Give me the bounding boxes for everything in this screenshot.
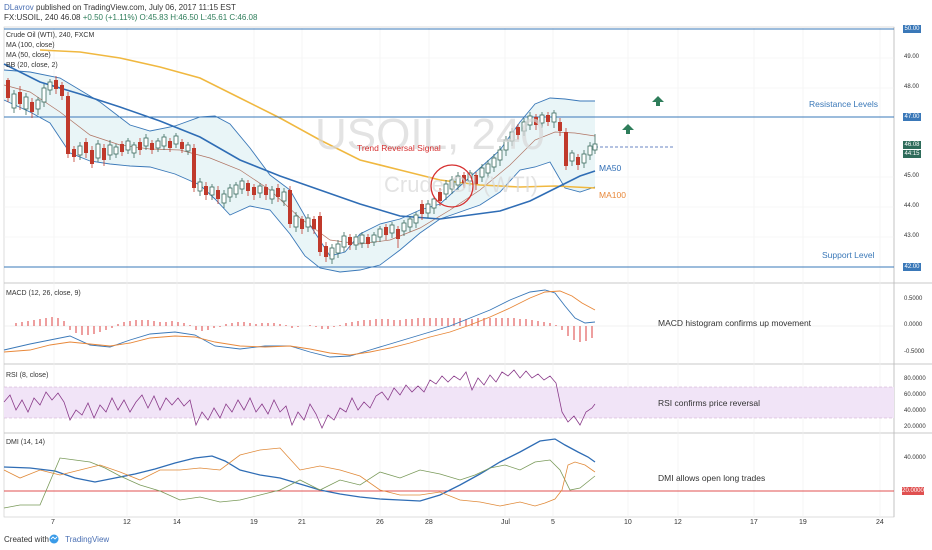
price-tick: 44.00 — [904, 203, 920, 209]
macd-tick: 0.5000 — [904, 296, 923, 302]
watermark-name: Crude Oil (WTI) — [384, 172, 538, 197]
price-tag-top: 50.00 — [903, 25, 921, 33]
tradingview-logo-mark — [50, 536, 58, 540]
legend-ma100[interactable]: MA (100, close) — [6, 42, 55, 49]
macd-tick: -0.5000 — [904, 349, 925, 355]
chart-frame — [3, 26, 895, 518]
up-arrow-icon — [652, 96, 664, 106]
price-tick: 43.00 — [904, 233, 920, 239]
resistance-label: Resistance Levels — [809, 99, 878, 109]
footer-created-with: Created with — [4, 535, 49, 544]
price-tick: 45.00 — [904, 173, 920, 179]
publish-info: DLavrov published on TradingView.com, Ju… — [4, 3, 236, 12]
ma50-line — [3, 63, 596, 220]
x-tick: 19 — [250, 519, 258, 526]
price-change: +0.50 (+1.11%) — [82, 13, 138, 22]
watermark-symbol: USOIL, 240 — [315, 110, 545, 159]
last-price: 46.08 — [60, 13, 81, 22]
x-tick: 5 — [551, 519, 555, 526]
x-tick: 26 — [376, 519, 384, 526]
ma100-label: MA100 — [599, 190, 626, 200]
up-arrow-icon — [622, 124, 634, 134]
x-tick: 7 — [51, 519, 55, 526]
trend-reversal-label: Trend Reversal Signal — [357, 143, 441, 153]
macd-tick: 0.0000 — [904, 322, 923, 328]
rsi-line — [3, 369, 596, 429]
x-tick: Jul — [501, 519, 510, 526]
x-tick: 14 — [173, 519, 181, 526]
dmi-tick: 40.0000 — [904, 455, 926, 461]
symbol-label[interactable]: FX:USOIL, 240 — [4, 13, 59, 22]
x-tick: 12 — [674, 519, 682, 526]
ma50-label: MA50 — [599, 163, 622, 173]
ohlc-values: O:45.83 H:46.50 L:45.61 C:46.08 — [139, 13, 258, 22]
x-tick: 28 — [425, 519, 433, 526]
x-tick: 12 — [123, 519, 131, 526]
x-tick: 24 — [876, 519, 884, 526]
bollinger-lower-band — [3, 99, 596, 273]
tradingview-logo-icon — [49, 534, 59, 544]
candlesticks — [6, 76, 598, 264]
macd-note: MACD histogram confirms up movement — [658, 318, 812, 328]
support-label: Support Level — [822, 250, 875, 260]
price-tag-resistance: 47.00 — [903, 113, 921, 121]
price-tag-current: 46.08 — [903, 141, 921, 149]
publish-text: published on TradingView.com, July 06, 2… — [36, 3, 236, 12]
ma100-line — [39, 49, 596, 189]
rsi-tick: 80.0000 — [904, 376, 926, 382]
reversal-circle — [430, 164, 474, 208]
chart-legend-title: Crude Oil (WTI), 240, FXCM — [6, 32, 95, 39]
x-tick: 10 — [624, 519, 632, 526]
legend-bb[interactable]: BB (20, close, 2) — [6, 62, 58, 69]
rsi-pane-title[interactable]: RSI (8, close) — [6, 372, 49, 379]
price-tag-countdown: 44:15 — [903, 150, 921, 158]
x-tick: 17 — [750, 519, 758, 526]
price-tag-support: 42.00 — [903, 263, 921, 271]
dmi-pane-title[interactable]: DMI (14, 14) — [6, 439, 45, 446]
rsi-band — [4, 387, 894, 418]
price-tick: 48.00 — [904, 84, 920, 90]
x-tick: 21 — [298, 519, 306, 526]
macd-histogram — [15, 317, 593, 342]
rsi-tick: 60.0000 — [904, 392, 926, 398]
rsi-tick: 20.0000 — [904, 424, 926, 430]
macd-signal-line — [3, 290, 596, 356]
rsi-tick: 40.0000 — [904, 408, 926, 414]
dmi-minus-line — [3, 447, 596, 507]
dmi-plus-line — [3, 457, 596, 509]
footer-brand[interactable]: TradingView — [65, 535, 110, 544]
rsi-note: RSI confirms price reversal — [658, 398, 761, 408]
footer: Created with TradingView — [4, 535, 109, 544]
x-tick: 19 — [799, 519, 807, 526]
author-link[interactable]: DLavrov — [4, 3, 34, 12]
legend-ma50[interactable]: MA (50, close) — [6, 52, 51, 59]
dmi-threshold-tag: 20.0000 — [902, 487, 924, 495]
dmi-note: DMI allows open long trades — [658, 473, 766, 483]
macd-pane-title[interactable]: MACD (12, 26, close, 9) — [6, 290, 81, 297]
price-tick: 49.00 — [904, 54, 920, 60]
symbol-info: FX:USOIL, 240 46.08 +0.50 (+1.11%) O:45.… — [4, 13, 257, 22]
